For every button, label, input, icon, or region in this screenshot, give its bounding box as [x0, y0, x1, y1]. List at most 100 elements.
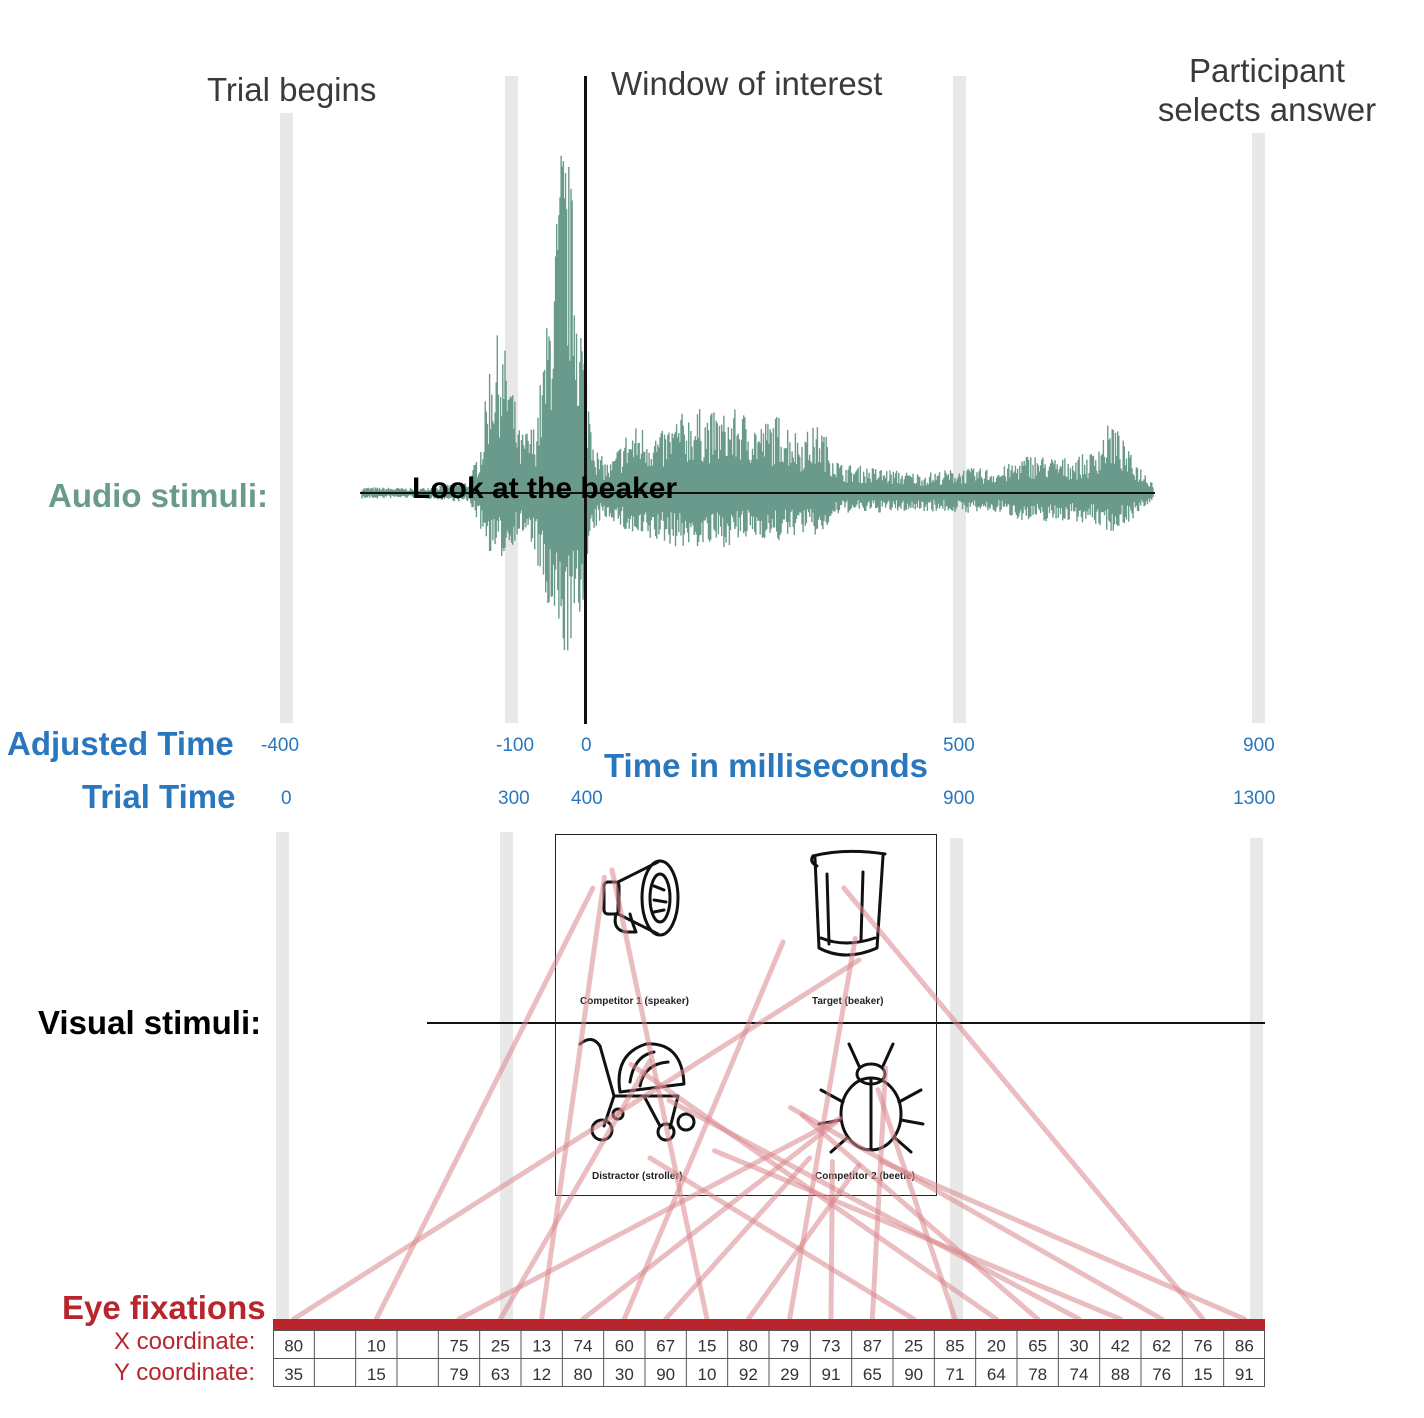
x-coordinate-cell: 87: [863, 1337, 882, 1356]
trial-begins-label: Trial begins: [207, 71, 377, 108]
fixation-line: [712, 1148, 1123, 1322]
time-marker-900-lower: [1250, 838, 1263, 1322]
y-coordinate-cell: 15: [367, 1365, 386, 1384]
participant-selects-line2: selects answer: [1157, 91, 1377, 128]
x-coordinate-cell: 20: [987, 1337, 1006, 1356]
x-coordinate-cell: 10: [367, 1337, 386, 1356]
fixation-line: [788, 1105, 1165, 1322]
fixation-line: [539, 874, 607, 1322]
distractor-caption: Distractor (stroller): [592, 1171, 683, 1182]
trial-tick: 900: [943, 788, 975, 809]
participant-selects-line1: Participant: [1189, 52, 1345, 89]
adjusted-tick: 900: [1243, 735, 1275, 756]
participant-selects-label: Participant selects answer: [1148, 51, 1386, 129]
x-coordinate-cell: 80: [739, 1337, 758, 1356]
competitor2-caption: Competitor 2 (beetle): [815, 1171, 916, 1182]
y-coordinate-cell: 12: [532, 1365, 551, 1384]
adjusted-tick: 500: [943, 735, 975, 756]
fixation-line: [373, 885, 596, 1322]
y-coordinate-label: Y coordinate:: [114, 1359, 255, 1386]
x-coordinate-cell: 42: [1111, 1337, 1130, 1356]
fixation-line: [621, 939, 786, 1322]
fixation-line: [666, 1097, 1082, 1322]
time-marker-minus100-lower: [500, 832, 513, 1322]
trial-tick: 0: [281, 788, 292, 809]
audio-stimuli-label: Audio stimuli:: [48, 477, 268, 514]
fixation-line: [841, 885, 1206, 1322]
trial-tick: 1300: [1233, 788, 1276, 809]
y-coordinate-cell: 90: [656, 1365, 675, 1384]
y-coordinate-cell: 35: [284, 1365, 303, 1384]
x-coordinate-cell: 62: [1152, 1337, 1171, 1356]
y-coordinate-cell: 91: [822, 1365, 841, 1384]
time-marker-trial-begins-upper: [280, 113, 293, 723]
x-coordinate-cell: 30: [1070, 1337, 1089, 1356]
time-marker-trial-begins-lower: [276, 832, 289, 1322]
trial-tick: 400: [571, 788, 603, 809]
x-coordinate-cell: 80: [284, 1337, 303, 1356]
y-coordinate-cell: 88: [1111, 1365, 1130, 1384]
y-coordinate-cell: 15: [1194, 1365, 1213, 1384]
competitor1-caption: Competitor 1 (speaker): [580, 996, 689, 1007]
y-coordinate-cell: 78: [1028, 1365, 1047, 1384]
x-coordinate-cell: 67: [656, 1337, 675, 1356]
time-in-milliseconds-label: Time in milliseconds: [604, 747, 928, 784]
x-coordinate-cell: 25: [491, 1337, 510, 1356]
y-coordinate-cell: 80: [574, 1365, 593, 1384]
y-coordinate-cell: 76: [1152, 1365, 1171, 1384]
x-coordinate-cell: 74: [574, 1337, 593, 1356]
y-coordinate-cell: 74: [1070, 1365, 1089, 1384]
window-of-interest-line: [584, 76, 587, 724]
fixation-line: [497, 1058, 653, 1322]
x-coordinate-cell: 79: [780, 1337, 799, 1356]
coordinate-table: 80 35 10 15 75 79 25 63 13 12 74 80 60 30 67 90 15 10 80 92…: [273, 1330, 1265, 1387]
y-coordinate-cell: 91: [1235, 1365, 1254, 1384]
trial-time-label: Trial Time: [82, 778, 236, 815]
y-coordinate-cell: 29: [780, 1365, 799, 1384]
y-coordinate-cell: 10: [698, 1365, 717, 1384]
y-coordinate-cell: 79: [450, 1365, 469, 1384]
fixation-line: [879, 1159, 1247, 1322]
y-coordinate-cell: 71: [946, 1365, 965, 1384]
adjusted-tick: -100: [496, 735, 535, 756]
y-coordinate-cell: 92: [739, 1365, 758, 1384]
time-marker-500-upper: [953, 76, 966, 723]
fixation-line: [799, 1112, 1041, 1322]
fixation-line: [291, 957, 862, 1322]
adjusted-tick: -400: [261, 735, 300, 756]
fixation-line: [647, 1155, 917, 1322]
visual-stimuli-label: Visual stimuli:: [38, 1004, 262, 1041]
x-coordinate-cell: 76: [1194, 1337, 1213, 1356]
y-coordinate-cell: 63: [491, 1365, 510, 1384]
time-marker-900-upper: [1252, 133, 1265, 723]
audio-phrase: Look at the beaker: [412, 472, 678, 505]
y-coordinate-cell: 64: [987, 1365, 1006, 1384]
coordinate-grid: 80 35 10 15 75 79 25 63 13 12 74 80 60 30 67 90 15 10 80 92…: [273, 1330, 1265, 1387]
x-coordinate-cell: 75: [450, 1337, 469, 1356]
fixation-line: [787, 935, 858, 1322]
fixation-line: [580, 1119, 839, 1322]
x-coordinate-cell: 25: [904, 1337, 923, 1356]
trial-tick: 300: [498, 788, 530, 809]
eye-fixations-bar: [273, 1319, 1265, 1330]
x-coordinate-cell: 15: [698, 1337, 717, 1356]
eye-fixations-label: Eye fixations: [62, 1289, 266, 1326]
audio-waveform: [360, 155, 1155, 651]
x-coordinate-cell: 73: [822, 1337, 841, 1356]
adjusted-time-label: Adjusted Time: [7, 725, 234, 762]
x-coordinate-cell: 60: [615, 1337, 634, 1356]
x-coordinate-cell: 13: [532, 1337, 551, 1356]
x-coordinate-cell: 86: [1235, 1337, 1254, 1356]
fixation-line: [609, 867, 710, 1322]
y-coordinate-cell: 90: [904, 1365, 923, 1384]
fixation-line: [663, 1155, 813, 1322]
beaker-icon: [810, 849, 887, 957]
y-coordinate-cell: 30: [615, 1365, 634, 1384]
x-coordinate-cell: 65: [1028, 1337, 1047, 1356]
x-coordinate-cell: 85: [946, 1337, 965, 1356]
x-coordinate-label: X coordinate:: [114, 1328, 256, 1355]
window-of-interest-label: Window of interest: [611, 65, 883, 102]
target-caption: Target (beaker): [812, 996, 884, 1007]
adjusted-tick: 0: [581, 735, 592, 756]
